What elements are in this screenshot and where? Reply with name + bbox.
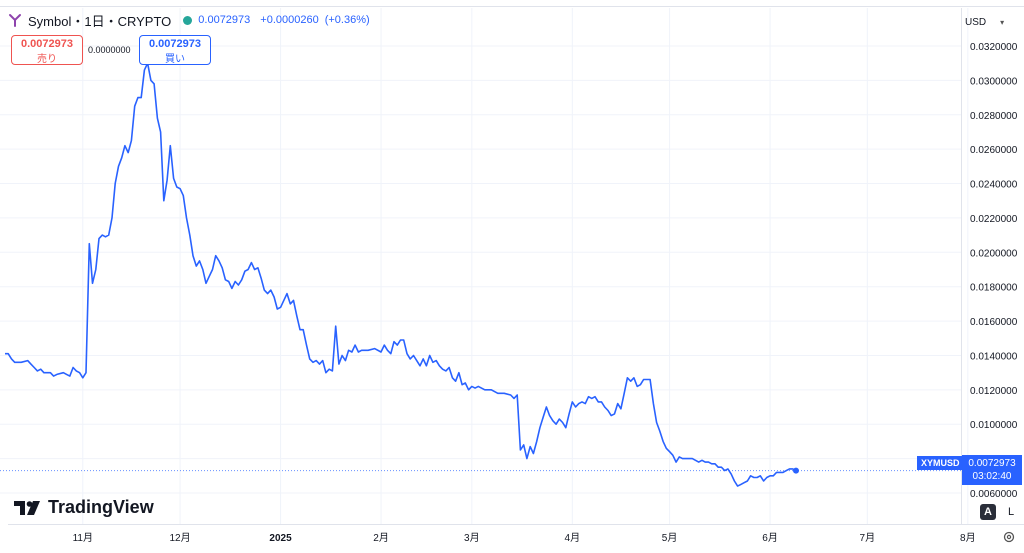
last-price-tag: 0.0072973 03:02:40 [962, 455, 1022, 485]
symbol-title[interactable]: Symbol・1日・CRYPTO [28, 13, 172, 29]
sell-label: 売り [37, 54, 57, 65]
time-axis-divider [8, 524, 1024, 525]
x-tick-label: 8月 [960, 532, 976, 544]
bar-countdown: 03:02:40 [972, 471, 1012, 482]
last-price-point [793, 467, 799, 474]
sell-button[interactable]: 0.0072973 売り [11, 35, 83, 65]
tradingview-logo-icon [14, 500, 40, 515]
last-price-value: 0.0072973 [968, 458, 1016, 469]
x-tick-label: 3月 [464, 532, 480, 544]
x-tick-label: 4月 [565, 532, 581, 544]
buy-button[interactable]: 0.0072973 買い [139, 35, 211, 65]
y-tick-label: 0.0240000 [970, 180, 1018, 191]
buy-price: 0.0072973 [149, 38, 201, 50]
y-tick-label: 0.0280000 [970, 111, 1018, 122]
price-series-line [5, 62, 797, 487]
logo-text: TradingView [48, 497, 154, 517]
y-tick-label: 0.0060000 [970, 489, 1018, 500]
gear-icon[interactable] [1002, 530, 1016, 544]
y-tick-label: 0.0140000 [970, 351, 1018, 362]
y-tick-label: 0.0180000 [970, 283, 1018, 294]
y-tick-label: 0.0120000 [970, 386, 1018, 397]
market-status-icon [183, 15, 193, 25]
price-axis-divider [961, 8, 962, 525]
x-tick-label: 6月 [762, 532, 778, 544]
tradingview-logo[interactable]: TradingView [14, 497, 154, 518]
header-change-percent: (+0.36%) [324, 14, 370, 26]
top-border [0, 6, 1024, 7]
y-tick-label: 0.0220000 [970, 214, 1018, 225]
x-tick-label: 11月 [73, 532, 93, 544]
spread-value: 0.0000000 [88, 45, 131, 55]
currency-selector[interactable]: USD ▾ [965, 12, 1017, 32]
symbol-logo-icon [9, 14, 21, 27]
symbol-label-tag: XYMUSD [917, 456, 964, 470]
chart-header: Symbol・1日・CRYPTO 0.0072973 +0.0000260 (+… [8, 10, 370, 30]
auto-scale-button[interactable]: A [980, 504, 996, 520]
chevron-down-icon: ▾ [1000, 17, 1005, 27]
x-tick-label: 2025 [269, 533, 292, 544]
y-tick-label: 0.0160000 [970, 317, 1018, 328]
x-tick-label: 5月 [662, 532, 678, 544]
log-scale-button[interactable]: L [1007, 506, 1015, 518]
y-tick-label: 0.0200000 [970, 248, 1018, 259]
y-tick-label: 0.0300000 [970, 76, 1018, 87]
buy-label: 買い [165, 54, 185, 65]
x-tick-label: 7月 [860, 532, 876, 544]
sell-price: 0.0072973 [21, 38, 73, 50]
y-tick-label: 0.0260000 [970, 145, 1018, 156]
x-tick-label: 12月 [169, 532, 190, 544]
y-tick-label: 0.0320000 [970, 42, 1018, 53]
header-price: 0.0072973 [198, 14, 251, 26]
currency-label: USD [965, 16, 987, 28]
x-tick-label: 2月 [373, 532, 389, 544]
header-change: +0.0000260 [260, 14, 319, 26]
y-tick-label: 0.0100000 [970, 420, 1018, 431]
